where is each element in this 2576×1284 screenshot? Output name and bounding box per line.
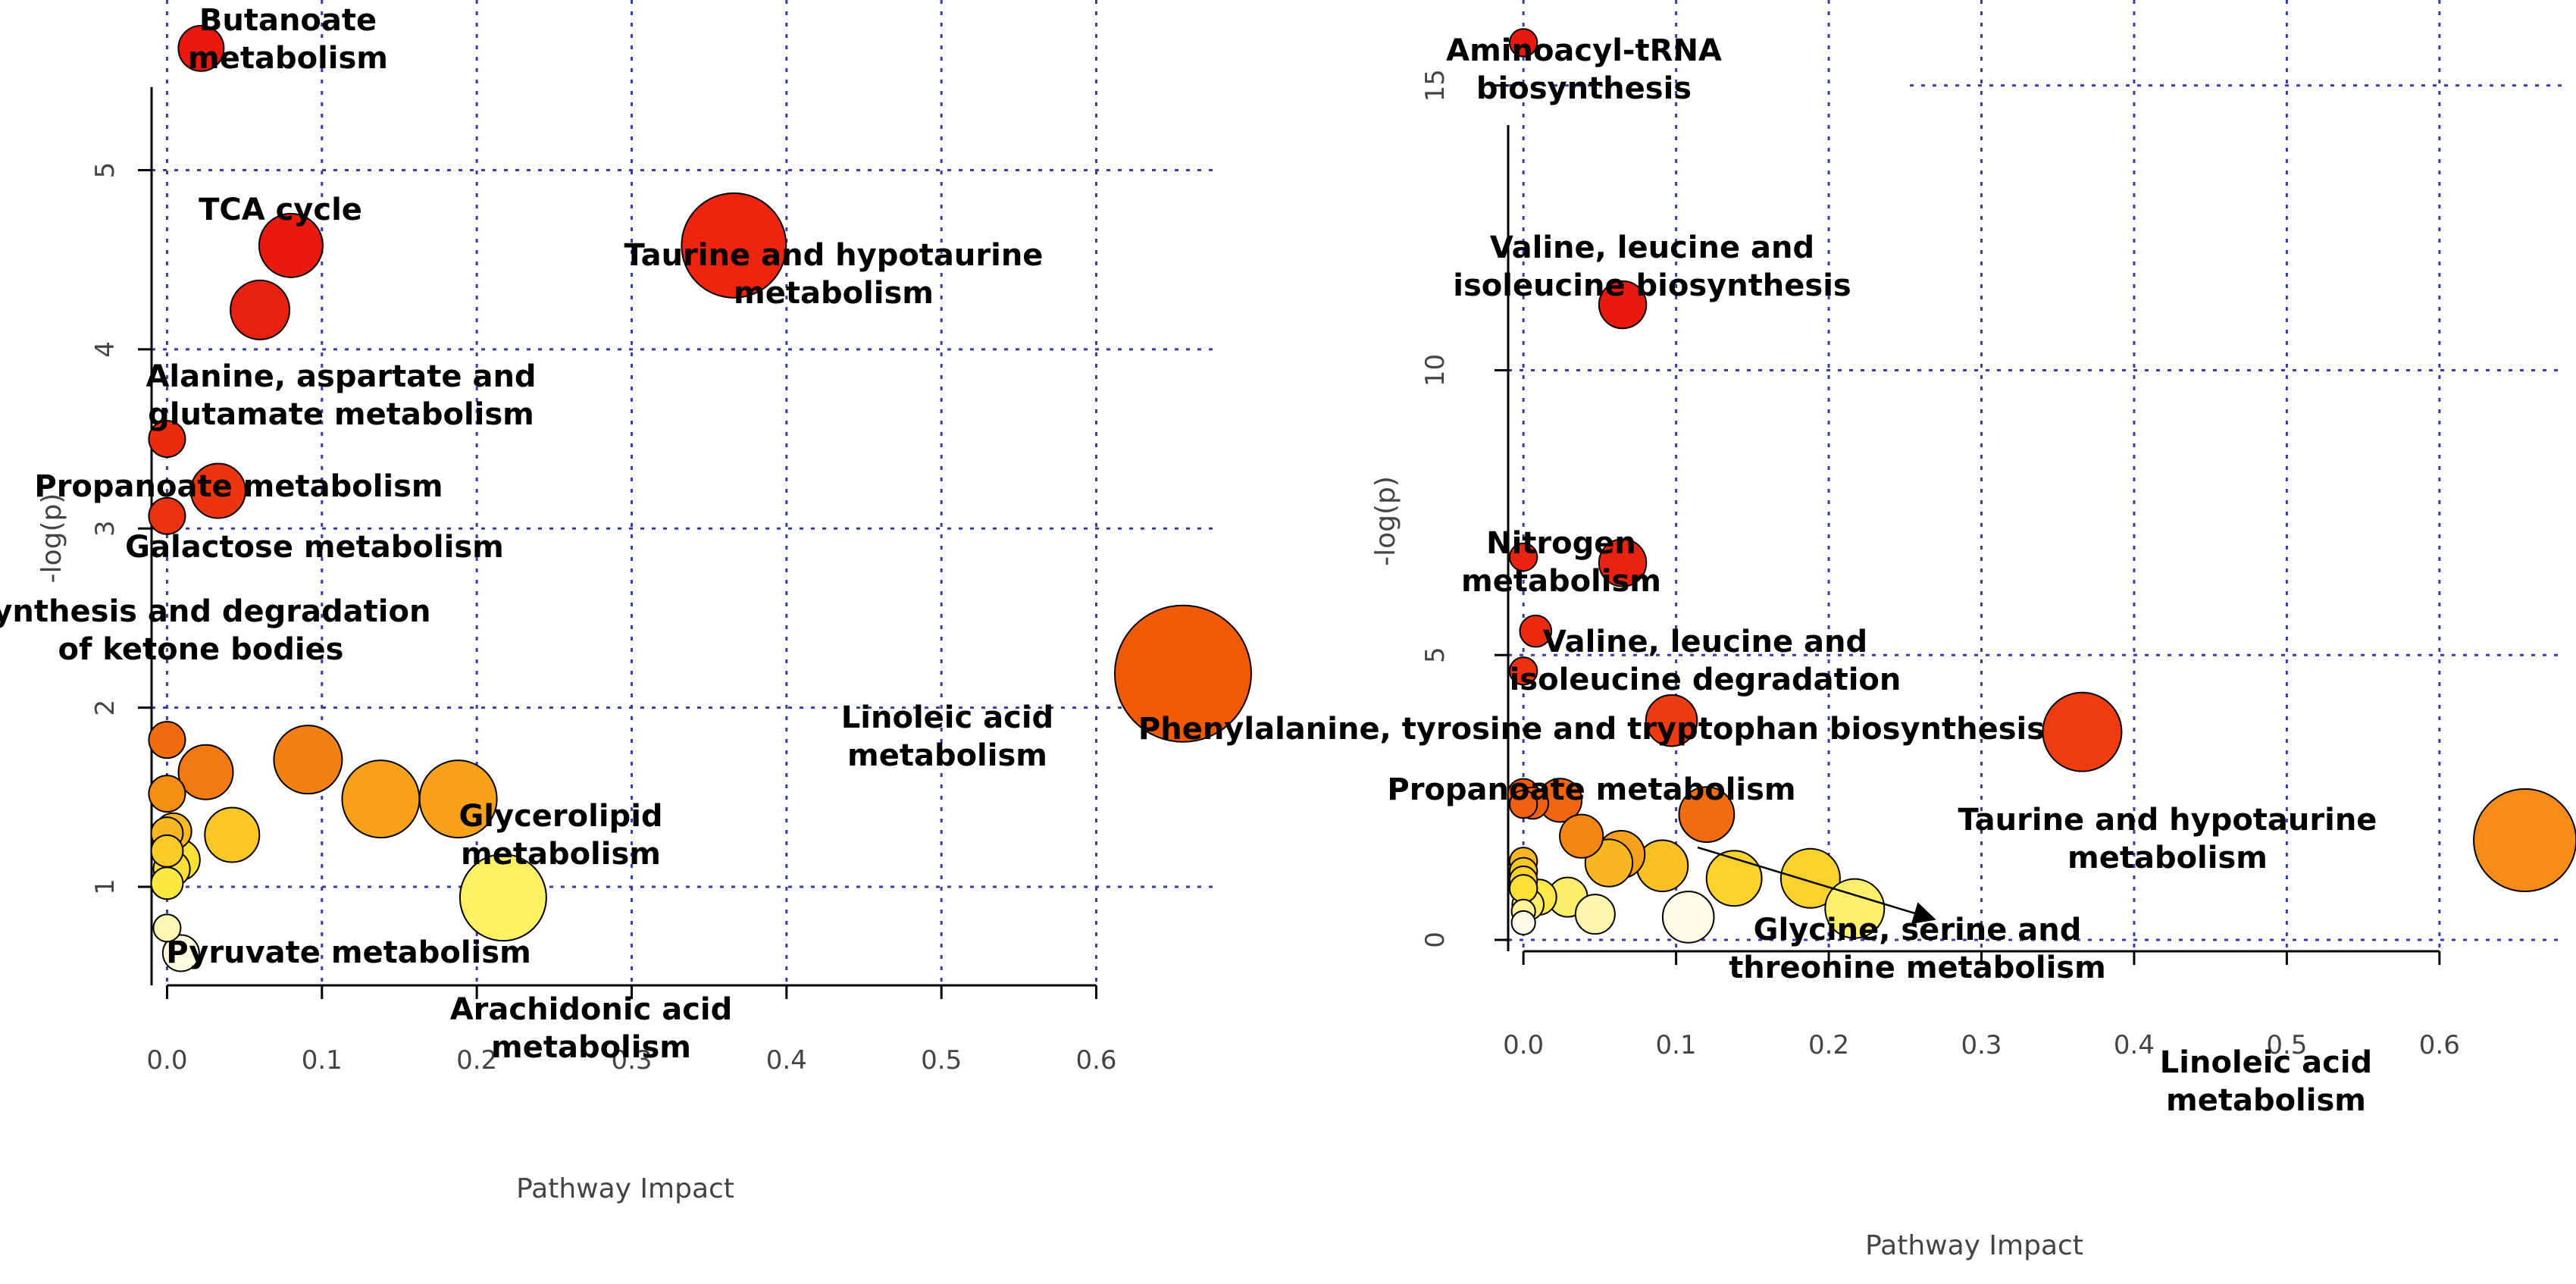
- x-tick-label: 0.0: [146, 1045, 187, 1076]
- pathway-label: Propanoate metabolism: [34, 469, 443, 504]
- pathway-label: Galactose metabolism: [125, 530, 504, 565]
- pathway-point: [148, 420, 186, 459]
- x-tick-label: 0.0: [1503, 1030, 1544, 1060]
- pathway-point: [150, 866, 184, 900]
- y-tick-label: 0: [1420, 932, 1451, 948]
- pathway-label: Aminoacyl-tRNA biosynthesis: [1446, 33, 1722, 106]
- pathway-label: Arachidonic acid metabolism: [450, 992, 733, 1065]
- pathway-label: Linoleic acid metabolism: [841, 700, 1053, 773]
- pathway-point: [1705, 850, 1763, 907]
- x-tick-label: 0.4: [2114, 1030, 2155, 1060]
- pathway-point: [189, 462, 246, 519]
- pathway-point: [1508, 656, 1538, 686]
- pathway-point: [177, 24, 225, 72]
- pathway-point: [459, 853, 547, 942]
- pathway-point: [152, 913, 182, 943]
- pathway-point: [1779, 847, 1841, 909]
- y-tick-label: 2: [90, 700, 121, 716]
- pathway-point: [2473, 788, 2576, 893]
- y-tick-label: 4: [90, 341, 121, 358]
- pathway-point: [273, 725, 343, 795]
- pathway-label: Taurine and hypotaurine metabolism: [1958, 803, 2377, 875]
- x-axis-title: Pathway Impact: [516, 1173, 734, 1204]
- left-chart-annotations: Butanoate metabolism TCA cycle Taurine and …: [0, 3, 1053, 1065]
- pathway-point: [1508, 789, 1538, 819]
- y-tick-label: 5: [90, 162, 121, 179]
- pathway-label: Propanoate metabolism: [1387, 772, 1795, 807]
- x-tick-label: 0.5: [921, 1045, 962, 1076]
- pathway-label: Synthesis and degradation of ketone bodie…: [0, 594, 430, 667]
- pathway-label: Linoleic acid metabolism: [2160, 1045, 2372, 1118]
- pathway-label: Valine, leucine and isoleucine degradatio…: [1510, 625, 1901, 697]
- pathway-label: Valine, leucine and isoleucine biosynthes…: [1453, 230, 1851, 303]
- pathway-point: [1678, 786, 1736, 844]
- pathway-label: Glycerolipid metabolism: [459, 799, 662, 872]
- pathway-point: [341, 759, 421, 839]
- x-tick-label: 0.3: [1961, 1030, 2002, 1060]
- pathway-point: [1508, 28, 1538, 58]
- pathway-point: [204, 806, 261, 863]
- pathway-point: [1574, 894, 1616, 935]
- pathway-point: [1559, 813, 1604, 859]
- right-chart-annotations: Aminoacyl-tRNA biosynthesis Valine, leucin…: [1138, 33, 2377, 1118]
- pathway-label: Taurine and hypotaurine metabolism: [624, 238, 1044, 311]
- y-tick-label: 5: [1420, 647, 1451, 663]
- left-chart-panel: 1 2 3 4 5 0.0 0.1 0.2 0.3 0.4 0.5 0.6 Pathway Impact…: [0, 0, 1252, 1204]
- y-axis-title: -log(p): [1370, 476, 1401, 566]
- pathway-point: [148, 496, 186, 535]
- pathway-point: [1508, 542, 1538, 572]
- pathway-label: Alanine, aspartate and glutamate metaboli…: [146, 359, 536, 432]
- x-tick-label: 0.5: [2266, 1030, 2307, 1060]
- right-chart-points: [1507, 28, 2576, 944]
- y-axis-title: -log(p): [36, 493, 67, 584]
- x-tick-label: 0.1: [1656, 1030, 1697, 1060]
- pathway-point: [1598, 280, 1648, 330]
- pathway-point: [1824, 878, 1886, 939]
- pathway-point: [1519, 614, 1553, 648]
- left-chart-grid: [152, 0, 1220, 985]
- pathway-label: Glycine, serine and threonine metabolism: [1729, 913, 2106, 985]
- x-tick-label: 0.6: [2419, 1030, 2460, 1060]
- pathway-label: Butanoate metabolism: [188, 3, 388, 76]
- pathway-label: Phenylalanine, tyrosine and tryptophan b…: [1138, 712, 2045, 747]
- x-tick-label: 0.2: [456, 1045, 497, 1076]
- x-tick-label: 0.4: [766, 1045, 807, 1076]
- x-tick-label: 0.2: [1808, 1030, 1849, 1060]
- x-tick-label: 0.3: [611, 1045, 652, 1076]
- x-tick-label: 0.6: [1075, 1045, 1116, 1076]
- pathway-point: [1661, 891, 1715, 944]
- y-tick-label: 1: [90, 878, 121, 895]
- pathway-point: [418, 759, 498, 839]
- x-axis-title: Pathway Impact: [1865, 1230, 2083, 1261]
- pathway-point: [681, 192, 787, 299]
- pathway-point: [230, 279, 291, 340]
- glycine-pointer-arrow: [1697, 846, 1936, 925]
- right-chart-grid: [1508, 0, 2562, 951]
- y-tick-label: 15: [1420, 69, 1451, 102]
- pathway-label: Nitrogen metabolism: [1461, 526, 1661, 599]
- x-tick-label: 0.1: [302, 1045, 343, 1076]
- pathway-point: [258, 212, 324, 278]
- y-tick-label: 10: [1420, 354, 1451, 387]
- pathway-point: [1645, 694, 1698, 747]
- pathway-point: [1113, 604, 1252, 743]
- pathway-point: [2042, 691, 2123, 772]
- pathway-label: Pyruvate metabolism: [166, 935, 531, 970]
- pathway-point: [1510, 910, 1536, 936]
- pathway-point: [177, 744, 234, 800]
- pathway-point: [1508, 874, 1538, 903]
- right-chart-panel: 0 5 10 15 0.0 0.1 0.2 0.3 0.4 0.5 0.6 Pathway Impac…: [1138, 0, 2576, 1261]
- pathway-point: [150, 834, 184, 868]
- pathway-point: [148, 721, 186, 759]
- left-chart-points: [148, 24, 1252, 972]
- right-chart-axes: 0 5 10 15 0.0 0.1 0.2 0.3 0.4 0.5 0.6 Pathway Impac…: [1370, 69, 2460, 1261]
- left-chart-axes: 1 2 3 4 5 0.0 0.1 0.2 0.3 0.4 0.5 0.6 Pathway Impact…: [36, 87, 1117, 1204]
- pathway-point: [161, 934, 200, 972]
- pathway-label: TCA cycle: [199, 193, 362, 227]
- y-tick-label: 3: [90, 520, 121, 537]
- pathway-point: [1598, 538, 1648, 587]
- pathway-point: [148, 775, 186, 813]
